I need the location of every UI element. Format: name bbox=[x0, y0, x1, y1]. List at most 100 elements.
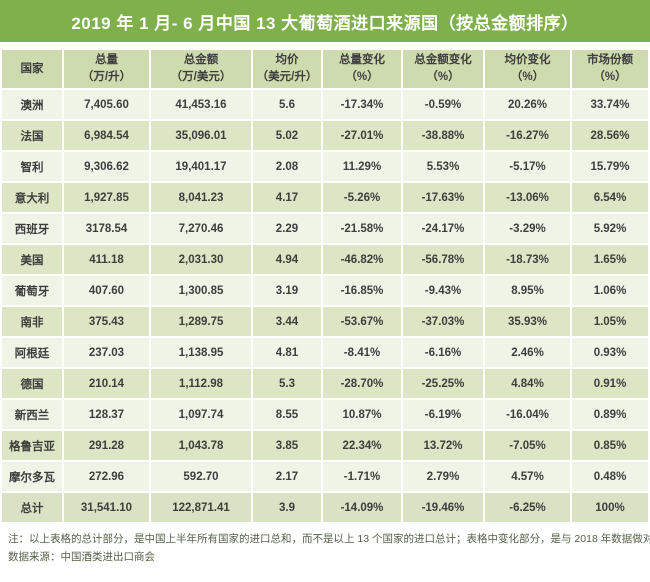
value-cell: 4.84% bbox=[485, 369, 570, 398]
value-cell: 28.56% bbox=[572, 121, 648, 150]
table-row: 西班牙 3178.54 7,270.46 2.29 -21.58% -24.17% -3.2… bbox=[2, 214, 648, 243]
value-cell: -16.04% bbox=[485, 400, 570, 429]
value-cell: 1,300.85 bbox=[151, 276, 251, 305]
value-cell: 2.79% bbox=[403, 462, 483, 491]
value-cell: 4.17 bbox=[253, 183, 321, 212]
table-body: 澳洲 7,405.60 41,453.16 5.6 -17.34% -0.59% 20.26… bbox=[2, 90, 648, 522]
table-row: 德国 210.14 1,112.98 5.3 -28.70% -25.25% 4.84% 0.… bbox=[2, 369, 648, 398]
value-cell: 1,112.98 bbox=[151, 369, 251, 398]
value-cell: 100% bbox=[572, 493, 648, 522]
value-cell: -13.06% bbox=[485, 183, 570, 212]
value-cell: -53.67% bbox=[323, 307, 401, 336]
value-cell: 5.02 bbox=[253, 121, 321, 150]
value-cell: 1,927.85 bbox=[64, 183, 149, 212]
value-cell: 1,097.74 bbox=[151, 400, 251, 429]
column-header-3: 均价 （美元/升） bbox=[253, 50, 321, 88]
value-cell: -14.09% bbox=[323, 493, 401, 522]
page-title: 2019 年 1 月- 6 月中国 13 大葡萄酒进口来源国（按总金额排序） bbox=[71, 13, 579, 33]
value-cell: -3.29% bbox=[485, 214, 570, 243]
value-cell: 122,871.41 bbox=[151, 493, 251, 522]
wine-import-table: 国家 总量 （万/升） 总金额 （万/美元） 均价 （美元/升） 总量变化 （%） 总金额变化 （%… bbox=[0, 48, 650, 524]
value-cell: 272.96 bbox=[64, 462, 149, 491]
value-cell: 3178.54 bbox=[64, 214, 149, 243]
value-cell: 4.94 bbox=[253, 245, 321, 274]
value-cell: -6.16% bbox=[403, 338, 483, 367]
total-row: 总计 31,541.10 122,871.41 3.9 -14.09% -19.46% -6… bbox=[2, 493, 648, 522]
value-cell: 33.74% bbox=[572, 90, 648, 119]
value-cell: 0.93% bbox=[572, 338, 648, 367]
value-cell: -5.26% bbox=[323, 183, 401, 212]
value-cell: -6.19% bbox=[403, 400, 483, 429]
value-cell: 592.70 bbox=[151, 462, 251, 491]
value-cell: 210.14 bbox=[64, 369, 149, 398]
footer-notes: 注：以上表格的总计部分，是中国上半年所有国家的进口总和，而不是以上 13 个国家… bbox=[0, 524, 650, 567]
column-header-1: 总量 （万/升） bbox=[64, 50, 149, 88]
value-cell: 2.46% bbox=[485, 338, 570, 367]
value-cell: 237.03 bbox=[64, 338, 149, 367]
value-cell: -18.73% bbox=[485, 245, 570, 274]
value-cell: 41,453.16 bbox=[151, 90, 251, 119]
value-cell: 3.19 bbox=[253, 276, 321, 305]
header-row: 国家 总量 （万/升） 总金额 （万/美元） 均价 （美元/升） 总量变化 （%） 总金额变化 （%… bbox=[2, 50, 648, 88]
value-cell: 20.26% bbox=[485, 90, 570, 119]
value-cell: -16.85% bbox=[323, 276, 401, 305]
table-row: 摩尔多瓦 272.96 592.70 2.17 -1.71% 2.79% 4.57% 0.48… bbox=[2, 462, 648, 491]
value-cell: 1.65% bbox=[572, 245, 648, 274]
value-cell: 2.08 bbox=[253, 152, 321, 181]
value-cell: 9,306.62 bbox=[64, 152, 149, 181]
value-cell: 19,401.17 bbox=[151, 152, 251, 181]
country-cell: 格鲁吉亚 bbox=[2, 431, 62, 460]
column-header-6: 均价变化 （%） bbox=[485, 50, 570, 88]
value-cell: 128.37 bbox=[64, 400, 149, 429]
value-cell: 10.87% bbox=[323, 400, 401, 429]
value-cell: -21.58% bbox=[323, 214, 401, 243]
table-row: 智利 9,306.62 19,401.17 2.08 11.29% 5.53% -5.17%… bbox=[2, 152, 648, 181]
table-row: 南非 375.43 1,289.75 3.44 -53.67% -37.03% 35.93%… bbox=[2, 307, 648, 336]
value-cell: 8,041.23 bbox=[151, 183, 251, 212]
column-header-5: 总金额变化 （%） bbox=[403, 50, 483, 88]
footer-note: 注：以上表格的总计部分，是中国上半年所有国家的进口总和，而不是以上 13 个国家… bbox=[8, 533, 650, 545]
column-header-2: 总金额 （万/美元） bbox=[151, 50, 251, 88]
value-cell: 375.43 bbox=[64, 307, 149, 336]
country-cell: 南非 bbox=[2, 307, 62, 336]
value-cell: 1.05% bbox=[572, 307, 648, 336]
value-cell: 1,138.95 bbox=[151, 338, 251, 367]
value-cell: 3.85 bbox=[253, 431, 321, 460]
value-cell: -37.03% bbox=[403, 307, 483, 336]
country-cell: 澳洲 bbox=[2, 90, 62, 119]
value-cell: 5.53% bbox=[403, 152, 483, 181]
value-cell: 2,031.30 bbox=[151, 245, 251, 274]
value-cell: 3.9 bbox=[253, 493, 321, 522]
table-row: 美国 411.18 2,031.30 4.94 -46.82% -56.78% -18.73… bbox=[2, 245, 648, 274]
value-cell: 6,984.54 bbox=[64, 121, 149, 150]
table-row: 法国 6,984.54 35,096.01 5.02 -27.01% -38.88% -16… bbox=[2, 121, 648, 150]
value-cell: 5.6 bbox=[253, 90, 321, 119]
country-cell: 总计 bbox=[2, 493, 62, 522]
value-cell: 0.48% bbox=[572, 462, 648, 491]
column-header-7: 市场份额 （%） bbox=[572, 50, 648, 88]
value-cell: -7.05% bbox=[485, 431, 570, 460]
table-row: 意大利 1,927.85 8,041.23 4.17 -5.26% -17.63% -13.… bbox=[2, 183, 648, 212]
value-cell: 6.54% bbox=[572, 183, 648, 212]
country-cell: 意大利 bbox=[2, 183, 62, 212]
value-cell: 291.28 bbox=[64, 431, 149, 460]
value-cell: 5.3 bbox=[253, 369, 321, 398]
value-cell: -16.27% bbox=[485, 121, 570, 150]
value-cell: 1,043.78 bbox=[151, 431, 251, 460]
value-cell: -24.17% bbox=[403, 214, 483, 243]
value-cell: 15.79% bbox=[572, 152, 648, 181]
value-cell: -6.25% bbox=[485, 493, 570, 522]
country-cell: 法国 bbox=[2, 121, 62, 150]
value-cell: 3.44 bbox=[253, 307, 321, 336]
value-cell: 13.72% bbox=[403, 431, 483, 460]
value-cell: -56.78% bbox=[403, 245, 483, 274]
value-cell: -1.71% bbox=[323, 462, 401, 491]
value-cell: 407.60 bbox=[64, 276, 149, 305]
value-cell: -0.59% bbox=[403, 90, 483, 119]
value-cell: 0.91% bbox=[572, 369, 648, 398]
table-row: 澳洲 7,405.60 41,453.16 5.6 -17.34% -0.59% 20.26… bbox=[2, 90, 648, 119]
value-cell: 8.55 bbox=[253, 400, 321, 429]
table-row: 格鲁吉亚 291.28 1,043.78 3.85 22.34% 13.72% -7.05%… bbox=[2, 431, 648, 460]
value-cell: 31,541.10 bbox=[64, 493, 149, 522]
country-cell: 新西兰 bbox=[2, 400, 62, 429]
